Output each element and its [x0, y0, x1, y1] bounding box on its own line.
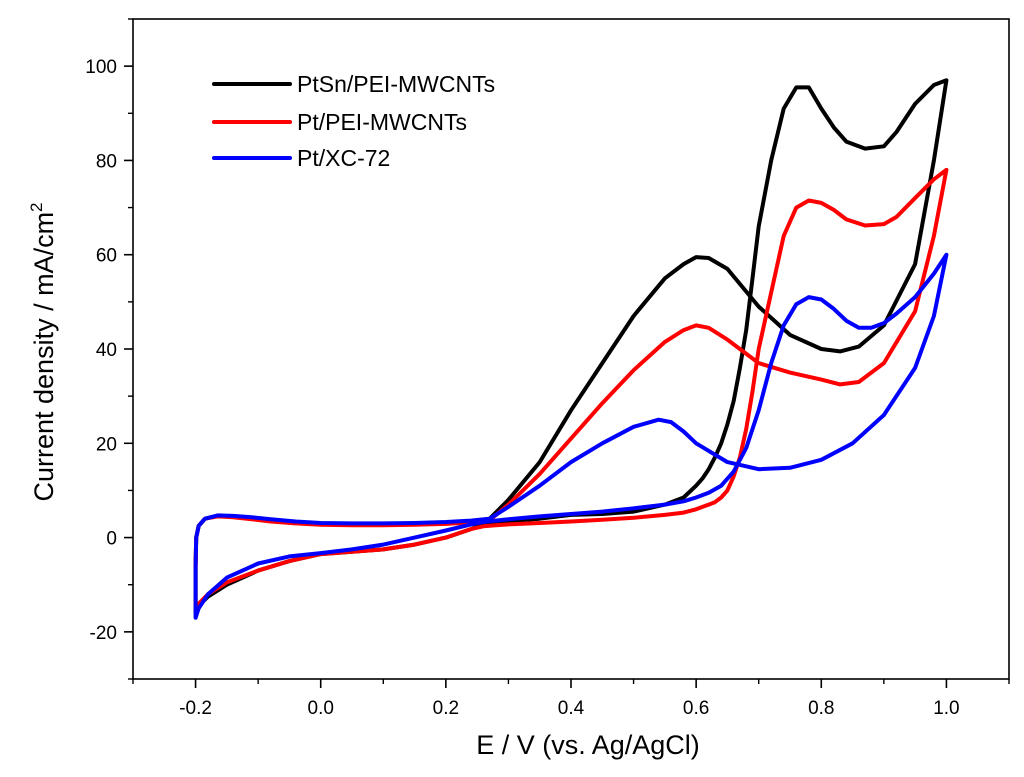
y-tick-label: 80 — [96, 151, 117, 172]
y-tick-label: 20 — [96, 434, 117, 455]
legend-label-pt-pei-mwcnts: Pt/PEI-MWCNTs — [297, 109, 467, 135]
legend: PtSn/PEI-MWCNTs Pt/PEI-MWCNTs Pt/XC-72 — [212, 71, 495, 171]
x-tick-label: 0.2 — [433, 698, 459, 719]
y-axis-title: Current density / mA/cm2 — [27, 202, 59, 501]
x-tick-label: -0.2 — [179, 698, 212, 719]
legend-label-pt-xc-72: Pt/XC-72 — [297, 145, 390, 171]
x-tick-label: 1.0 — [933, 698, 959, 719]
y-tick-label: -20 — [90, 623, 117, 644]
series-layer — [193, 78, 949, 620]
x-tick-label: 0.4 — [558, 698, 585, 719]
series-line-pt-xc-72 — [193, 252, 949, 620]
x-tick-label: 0.0 — [308, 698, 334, 719]
x-tick-label: 0.6 — [683, 698, 709, 719]
x-axis-title: E / V (vs. Ag/AgCl) — [476, 730, 700, 760]
y-tick-label: 60 — [96, 246, 117, 267]
x-tick-label: 0.8 — [808, 698, 834, 719]
y-tick-label: 0 — [106, 529, 117, 550]
y-axis-title-superscript: 2 — [27, 202, 46, 211]
legend-label-ptsn-pei-mwcnts: PtSn/PEI-MWCNTs — [297, 71, 495, 97]
y-tick-label: 40 — [96, 340, 117, 361]
y-tick-label: 100 — [85, 57, 117, 78]
axis-layer: -0.2 0.0 0.2 0.4 0.6 0.8 1.0 -20 0 20 40 60 80 100 — [85, 18, 1010, 719]
y-axis-title-main: Current density / mA/cm — [29, 212, 59, 502]
